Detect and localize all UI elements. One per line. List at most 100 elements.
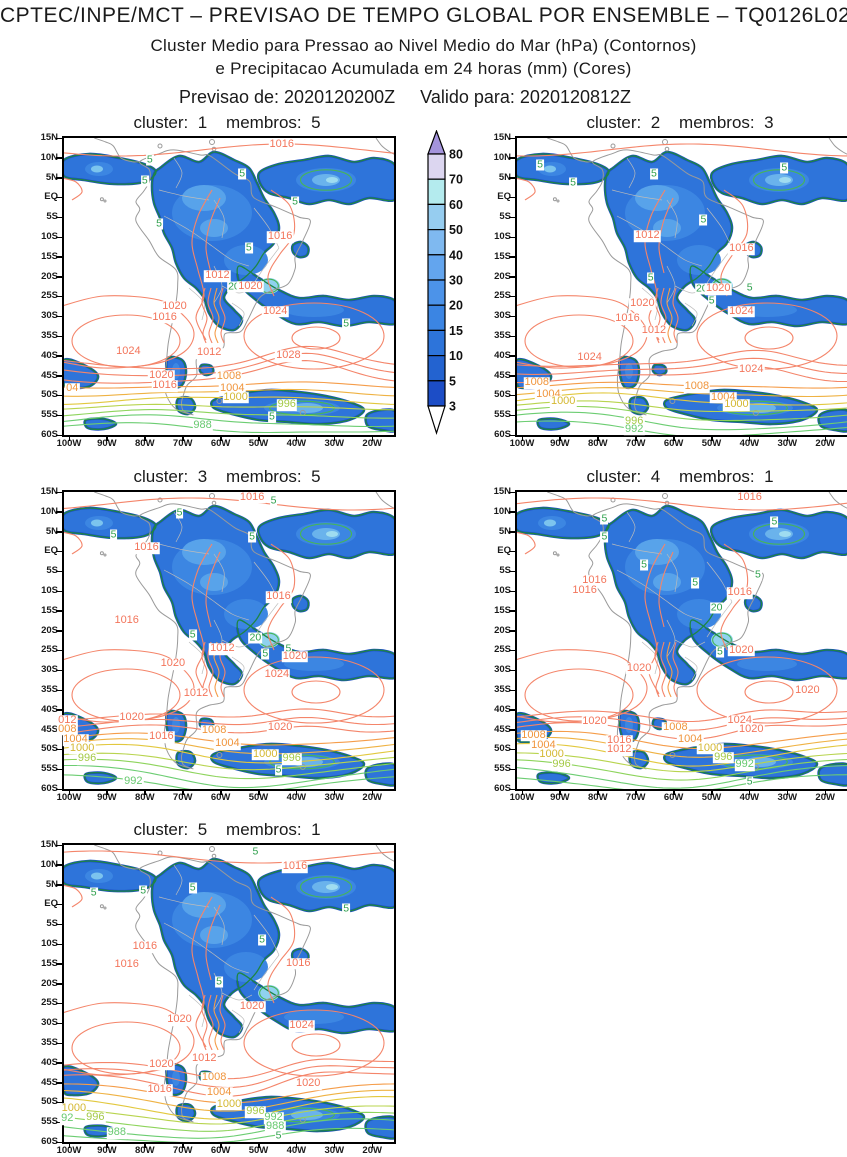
pressure-contour-label: 04 <box>65 382 80 395</box>
pressure-contour-label: 1024 <box>738 362 765 376</box>
colorbar-arrow-top <box>427 129 446 155</box>
lon-tick-mark <box>786 435 789 441</box>
pressure-contour-label: 988 <box>106 1126 127 1139</box>
lat-tick-mark <box>509 276 515 278</box>
pressure-contour-label: 1016 <box>606 734 633 748</box>
precip-contour-label: 5 <box>155 217 163 230</box>
lat-tick-mark <box>56 1101 62 1104</box>
pressure-contour-label: 1020 <box>625 661 653 675</box>
lon-tick-label: 80W <box>135 792 155 803</box>
lon-tick-label: 30W <box>324 1145 345 1156</box>
lon-tick-mark <box>220 789 222 795</box>
pressure-contour-label: 1004 <box>530 739 557 752</box>
lat-tick-label: 20S <box>41 624 58 636</box>
lat-tick-label: 10N <box>40 505 58 517</box>
precip-contour-label: 5 <box>244 241 253 254</box>
lat-tick-label: 10S <box>494 585 511 596</box>
lon-tick-label: 50W <box>701 438 722 449</box>
lon-tick-label: 60W <box>663 438 684 449</box>
map-canvas-cluster-4: 1016 5 5 5 5 1016 1016 5 5 1016 20 5 1020 1020 1020 102… <box>494 487 847 803</box>
lat-tick-mark <box>56 610 62 612</box>
pressure-contour-label: 1004 <box>677 733 704 746</box>
lat-tick-label: 15S <box>41 957 58 969</box>
pressure-contour-label: 1020 <box>148 1057 175 1071</box>
pressure-contour-label: 1016 <box>266 230 294 244</box>
lon-tick-label: 40W <box>286 792 307 803</box>
precip-contour-label: 5 <box>536 158 545 171</box>
precip-contour-label: 5 <box>707 294 716 307</box>
pressure-contour-label: 1004 <box>710 391 737 404</box>
lon-tick-mark <box>371 435 374 441</box>
lat-tick-label: 35S <box>494 684 511 695</box>
lat-tick-mark <box>56 531 62 533</box>
lat-tick-label: 50S <box>494 743 511 755</box>
panel-title: cluster: 4 membros: 1 <box>586 467 774 486</box>
lat-tick-mark <box>509 157 515 159</box>
lon-tick-label: 40W <box>286 1145 307 1156</box>
map-canvas-cluster-2: 5 5 5 5 5 1012 1016 5 20 1020 5 5 1020 1016 1024 1012 10… <box>494 133 847 449</box>
pressure-contour-label: 992 <box>123 774 144 788</box>
lon-tick-mark <box>786 789 789 795</box>
lat-tick-mark <box>56 983 62 985</box>
subtitle-line2: e Precipitacao Acumulada em 24 horas (mm… <box>215 59 632 78</box>
lon-tick-label: 80W <box>135 438 155 449</box>
precip-contour-label: 5 <box>251 845 260 858</box>
lat-tick-label: 30S <box>41 1017 58 1029</box>
lat-tick-label: 45S <box>41 723 58 735</box>
pressure-contour-label: 1004 <box>62 733 89 746</box>
lat-tick-mark <box>509 355 515 357</box>
lon-tick-label: 60W <box>663 792 684 803</box>
lon-tick-label: 30W <box>324 792 345 803</box>
pressure-contour-label: 1004 <box>205 1086 233 1099</box>
lat-tick-label: 55S <box>494 763 511 775</box>
precip-contour-label: 5 <box>269 494 278 507</box>
lon-tick-label: 30W <box>777 792 798 803</box>
pressure-contour-label: 1016 <box>726 586 753 599</box>
pressure-contour-label: 1008 <box>523 376 551 389</box>
lat-tick-label: 10S <box>41 938 58 949</box>
lon-tick-mark <box>68 789 70 795</box>
lon-tick-mark <box>333 789 336 795</box>
lat-tick-mark <box>509 511 515 513</box>
pressure-contour-label: 1020 <box>629 297 656 311</box>
lat-tick-label: 15N <box>40 132 58 143</box>
pressure-contour-label: 1016 <box>148 730 175 743</box>
lat-tick-mark <box>509 177 515 179</box>
pressure-contour-label: 1004 <box>535 388 562 401</box>
pressure-contour-label: 1016 <box>113 614 140 627</box>
lon-tick-mark <box>371 1142 374 1148</box>
colorbar-level-label: 15 <box>449 324 463 338</box>
lat-tick-mark <box>56 570 62 573</box>
lat-tick-mark <box>56 491 62 493</box>
cluster-panel-3: cluster: 3 membros: 5 1016 5 5 5 5 1016 1016 10… <box>41 467 396 803</box>
pressure-contour-label: 1020 <box>581 715 608 728</box>
precip-contour-label: 5 <box>291 195 299 208</box>
lon-tick-mark <box>258 435 260 441</box>
lon-tick-mark <box>559 789 561 795</box>
pressure-contour-label: 992 <box>263 1111 284 1125</box>
lon-tick-label: 50W <box>248 1145 269 1156</box>
lat-tick-mark <box>56 864 62 866</box>
lat-tick-label: EQ <box>497 191 511 203</box>
pressure-contour-label: 1020 <box>161 300 188 314</box>
lon-tick-mark <box>597 435 599 441</box>
lat-tick-label: 5S <box>499 211 511 223</box>
pressure-contour-label: 1012 <box>195 346 223 360</box>
lat-tick-mark <box>509 729 515 731</box>
pressure-contour-label: 996 <box>276 398 297 412</box>
precip-contour-label: 5 <box>691 576 700 589</box>
colorbar-cell <box>427 228 446 256</box>
lon-tick-label: 30W <box>777 438 798 449</box>
lat-tick-mark <box>56 157 62 159</box>
lon-tick-mark <box>106 789 108 795</box>
precip-contour-label: 5 <box>745 281 754 294</box>
lat-tick-label: 5S <box>46 565 58 577</box>
lat-tick-label: 50S <box>41 1096 58 1108</box>
colorbar-level-label: 20 <box>449 299 463 313</box>
pressure-contour-label: 1020 <box>237 279 264 293</box>
lat-tick-mark <box>509 256 515 258</box>
lat-tick-label: 25S <box>41 997 58 1009</box>
precip-contour-label: 5 <box>238 167 247 180</box>
pressure-contour-label: 1016 <box>281 860 309 874</box>
